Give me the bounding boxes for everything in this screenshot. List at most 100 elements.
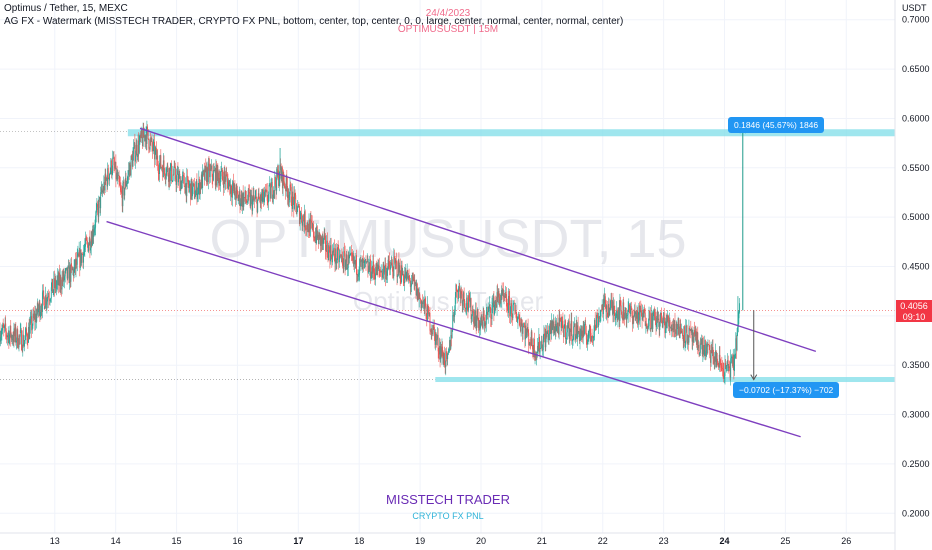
- descending-channel[interactable]: [106, 127, 817, 438]
- candle-body: [571, 320, 573, 342]
- candle-body: [92, 229, 94, 237]
- candle-body: [268, 184, 270, 195]
- candle-body: [557, 322, 559, 327]
- x-tick-label: 15: [172, 536, 182, 546]
- candle-body: [692, 337, 694, 343]
- candle-body: [440, 347, 442, 357]
- candle-body: [347, 255, 349, 269]
- measure-down-label[interactable]: −0.0702 (−17.37%) −702: [733, 382, 840, 398]
- candle-body: [161, 167, 162, 169]
- candle-body: [725, 363, 727, 369]
- candle-body: [119, 185, 121, 188]
- candle-body: [691, 328, 693, 342]
- measure-up-label[interactable]: 0.1846 (45.67%) 1846: [728, 117, 825, 133]
- candle-body: [112, 157, 114, 171]
- candle-body: [413, 276, 414, 281]
- candle-body: [262, 189, 264, 197]
- candle-body: [736, 332, 738, 351]
- candle-body: [432, 332, 433, 335]
- candle-body: [703, 345, 704, 355]
- candle-body: [39, 302, 41, 318]
- candle-body: [434, 332, 436, 345]
- measure-tool[interactable]: [739, 127, 758, 381]
- channel-upper-line[interactable]: [139, 127, 817, 353]
- candle-body: [79, 249, 81, 268]
- candle-body: [556, 322, 558, 326]
- candle-body: [682, 336, 684, 342]
- candle-body: [255, 196, 257, 198]
- candle-body: [365, 259, 367, 263]
- candle-body: [337, 247, 338, 260]
- candle-body: [45, 295, 47, 305]
- candle-body: [184, 186, 186, 194]
- candle-body: [587, 336, 589, 340]
- candle-body: [437, 335, 439, 352]
- candle-body: [570, 320, 572, 333]
- candle-body: [95, 210, 97, 216]
- candle-body: [683, 326, 685, 342]
- candle-body: [477, 309, 479, 321]
- candle-body: [608, 304, 610, 316]
- candle-body: [154, 141, 155, 160]
- candle-body: [546, 332, 548, 338]
- candle-body: [38, 302, 40, 310]
- candle-body: [684, 326, 685, 343]
- candle-body: [210, 168, 212, 170]
- candle-body: [663, 312, 665, 322]
- candle-body: [463, 292, 464, 302]
- candle-body: [278, 179, 280, 186]
- candle-body: [194, 196, 196, 199]
- candle-body: [49, 300, 51, 301]
- candle-body: [157, 165, 159, 173]
- candle-body: [193, 183, 195, 185]
- candle-body: [566, 325, 568, 333]
- candle-body: [668, 319, 670, 327]
- candle-body: [71, 263, 73, 267]
- candle-body: [712, 347, 714, 359]
- candle-body: [147, 126, 148, 130]
- candle-body: [738, 312, 740, 319]
- candle-body: [399, 265, 401, 279]
- candle-body: [459, 286, 461, 290]
- candle-body: [449, 340, 451, 352]
- candle-body: [42, 290, 44, 293]
- candle-body: [171, 163, 173, 181]
- candle-body: [200, 183, 202, 189]
- candle-body: [33, 314, 35, 318]
- candle-body: [234, 184, 236, 196]
- candle-body: [699, 343, 701, 353]
- candle-body: [534, 354, 536, 358]
- candle-body: [178, 173, 180, 175]
- candle-body: [379, 269, 381, 272]
- candle-body: [335, 248, 337, 263]
- candle-body: [524, 327, 526, 340]
- candle-body: [455, 284, 457, 298]
- candle-body: [268, 194, 269, 203]
- candle-body: [464, 300, 466, 308]
- x-tick-label: 19: [415, 536, 425, 546]
- candle-body: [552, 321, 554, 328]
- candle-body: [95, 215, 97, 228]
- candle-body: [602, 298, 604, 315]
- channel-lower-line[interactable]: [106, 220, 801, 438]
- candle-body: [596, 314, 598, 317]
- indicator-label[interactable]: AG FX - Watermark (MISSTECH TRADER, CRYP…: [4, 16, 624, 27]
- candle-body: [255, 196, 257, 199]
- candle-body: [651, 313, 653, 329]
- candle-body: [119, 181, 121, 186]
- candle-body: [531, 331, 533, 346]
- candle-body: [411, 275, 413, 284]
- x-tick-label: 24: [720, 536, 730, 546]
- candle-body: [155, 148, 157, 151]
- candle-body: [258, 193, 260, 199]
- candle-body: [439, 346, 441, 359]
- candle-body: [448, 351, 450, 352]
- candle-body: [265, 189, 267, 193]
- candle-body: [628, 305, 630, 310]
- candle-body: [361, 259, 363, 262]
- candle-body: [659, 322, 661, 330]
- candle-body: [606, 305, 608, 314]
- candle-body: [52, 279, 54, 293]
- candle-body: [480, 323, 482, 329]
